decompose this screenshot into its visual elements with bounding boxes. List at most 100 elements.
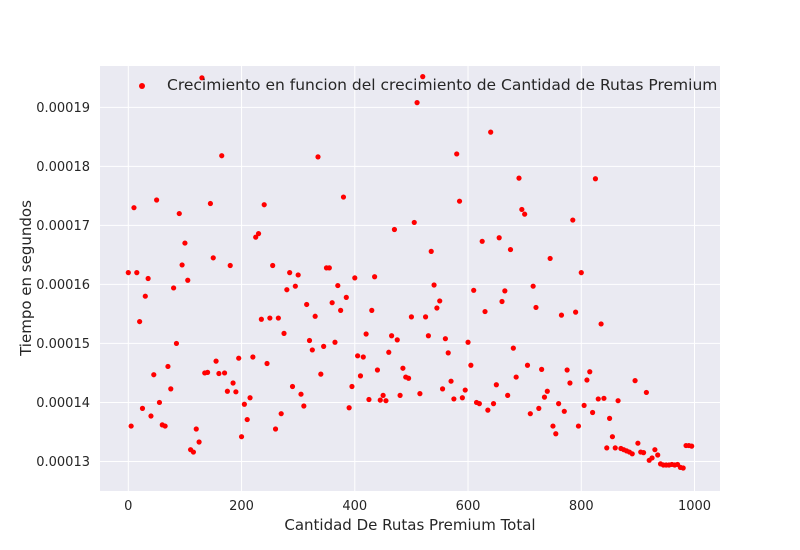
data-point bbox=[584, 377, 590, 383]
x-tick-label: 800 bbox=[569, 499, 594, 514]
data-point bbox=[414, 100, 420, 106]
data-point bbox=[581, 402, 587, 409]
data-point bbox=[233, 389, 239, 395]
data-point bbox=[156, 399, 163, 406]
data-point bbox=[556, 401, 562, 407]
data-point bbox=[284, 287, 290, 293]
data-points bbox=[125, 74, 695, 471]
data-point bbox=[355, 353, 361, 359]
data-point bbox=[270, 262, 276, 269]
data-point bbox=[253, 234, 259, 240]
data-point bbox=[176, 210, 182, 217]
data-point bbox=[558, 312, 565, 318]
data-point bbox=[539, 366, 545, 372]
data-point bbox=[289, 383, 296, 390]
data-point bbox=[459, 395, 465, 401]
data-point bbox=[204, 369, 211, 375]
data-point bbox=[561, 408, 567, 414]
data-point bbox=[278, 411, 284, 417]
legend: Crecimiento en funcion del crecimiento d… bbox=[139, 76, 717, 94]
data-point bbox=[505, 392, 511, 398]
data-point bbox=[318, 371, 324, 377]
data-point bbox=[394, 337, 400, 343]
data-point bbox=[374, 367, 381, 373]
data-point bbox=[250, 354, 256, 360]
x-tick-label: 400 bbox=[342, 499, 367, 514]
data-point bbox=[363, 331, 369, 337]
data-point bbox=[567, 380, 573, 386]
y-tick-label: 0.00013 bbox=[36, 455, 90, 470]
data-point bbox=[185, 277, 191, 283]
data-point bbox=[369, 307, 375, 313]
data-point bbox=[405, 375, 412, 381]
data-point bbox=[655, 452, 661, 458]
data-point bbox=[530, 283, 536, 289]
data-point bbox=[128, 423, 134, 429]
data-point bbox=[275, 315, 281, 321]
data-point bbox=[499, 298, 505, 305]
data-point bbox=[352, 275, 358, 281]
data-point bbox=[411, 219, 417, 226]
data-point bbox=[425, 333, 431, 339]
data-point bbox=[510, 345, 516, 351]
data-point bbox=[346, 405, 352, 411]
data-point bbox=[587, 369, 593, 375]
data-point bbox=[479, 238, 485, 244]
data-point bbox=[264, 360, 270, 367]
data-point bbox=[513, 374, 519, 380]
data-point bbox=[312, 313, 318, 319]
data-point bbox=[471, 287, 477, 293]
data-point bbox=[258, 316, 264, 322]
data-point bbox=[213, 358, 219, 364]
data-point bbox=[431, 282, 437, 288]
data-point bbox=[154, 197, 160, 203]
data-point bbox=[247, 395, 253, 401]
data-point bbox=[522, 211, 528, 217]
data-point bbox=[465, 339, 471, 345]
axis-ticks: 0 200 400 600 800 1000 0.00013 0.00014 0.00015 0.… bbox=[36, 101, 711, 514]
data-point bbox=[292, 283, 298, 289]
data-point bbox=[564, 367, 570, 373]
y-tick-label: 0.00018 bbox=[36, 160, 90, 175]
data-point bbox=[490, 401, 497, 407]
data-point bbox=[468, 362, 474, 368]
data-point bbox=[488, 129, 494, 135]
data-point bbox=[380, 392, 386, 398]
data-point bbox=[451, 396, 457, 402]
data-point bbox=[335, 282, 341, 289]
data-point bbox=[315, 154, 321, 160]
data-point bbox=[408, 314, 415, 320]
data-point bbox=[434, 305, 440, 311]
data-point bbox=[139, 405, 146, 411]
data-point bbox=[125, 270, 131, 276]
data-point bbox=[604, 445, 610, 451]
data-point bbox=[306, 337, 313, 344]
data-point bbox=[182, 240, 188, 246]
x-axis-label: Cantidad De Rutas Premium Total bbox=[284, 516, 535, 534]
data-point bbox=[400, 365, 406, 371]
data-point bbox=[573, 309, 579, 315]
data-point bbox=[227, 262, 233, 269]
data-point bbox=[221, 370, 228, 376]
data-point bbox=[340, 194, 347, 200]
data-point bbox=[428, 248, 434, 254]
data-point bbox=[652, 447, 658, 453]
data-point bbox=[601, 395, 607, 401]
data-point bbox=[507, 246, 514, 253]
data-point bbox=[372, 274, 378, 280]
data-point bbox=[190, 449, 197, 455]
data-point bbox=[241, 401, 247, 407]
data-point bbox=[151, 372, 157, 378]
data-point bbox=[578, 270, 584, 276]
data-point bbox=[261, 202, 267, 208]
data-point bbox=[196, 439, 202, 445]
data-point bbox=[301, 403, 307, 409]
data-point bbox=[343, 294, 349, 300]
data-point bbox=[570, 217, 576, 223]
data-point bbox=[321, 343, 327, 349]
data-point bbox=[533, 304, 539, 311]
data-point bbox=[456, 198, 463, 204]
x-tick-label: 1000 bbox=[678, 499, 711, 514]
